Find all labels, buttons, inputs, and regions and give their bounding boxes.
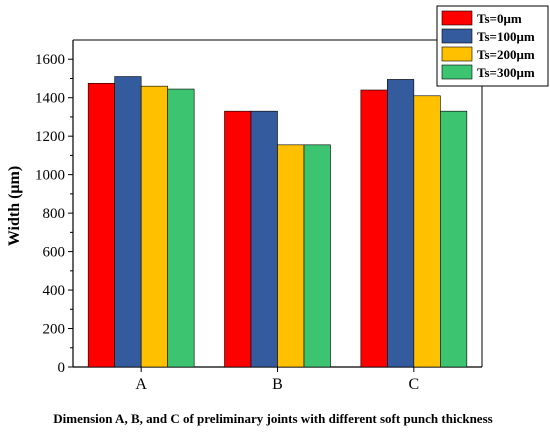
bar-A-0 xyxy=(87,82,115,368)
legend-swatch xyxy=(441,46,473,62)
y-tick-label: 400 xyxy=(43,283,66,299)
bar-A-2 xyxy=(140,85,168,368)
y-tick-label: 1400 xyxy=(35,91,65,107)
bar-C-2 xyxy=(413,95,441,368)
bar-C-0 xyxy=(360,89,388,368)
x-tick-label-C: C xyxy=(408,376,419,393)
y-axis-title: Width (μm) xyxy=(6,166,23,246)
axes: 0 200 400 600 800 1000 1200 1400 1600 A B C xyxy=(35,39,483,393)
bar-C-1 xyxy=(387,79,415,368)
x-tick-label-B: B xyxy=(272,376,283,393)
legend-swatch xyxy=(441,10,473,26)
y-tick-label: 0 xyxy=(58,360,66,376)
legend: Ts=0μm Ts=100μm Ts=200μm Ts=300μm xyxy=(436,5,549,87)
bar-B-1 xyxy=(250,110,278,368)
bar-A-1 xyxy=(114,76,142,368)
bar-B-0 xyxy=(224,110,252,368)
bar-B-3 xyxy=(303,144,331,368)
y-tick-label: 800 xyxy=(43,206,66,222)
legend-label: Ts=200μm xyxy=(477,47,535,62)
bar-B-2 xyxy=(277,144,305,368)
legend-label: Ts=300μm xyxy=(477,65,535,80)
y-tick-label: 600 xyxy=(43,245,66,261)
bars xyxy=(87,76,468,368)
y-tick-label: 1600 xyxy=(35,52,65,68)
bar-A-3 xyxy=(167,88,195,368)
y-tick-label: 1200 xyxy=(35,129,65,145)
x-axis-title: Dimension A, B, and C of preliminary joi… xyxy=(53,411,492,426)
bar-C-3 xyxy=(440,110,468,368)
y-tick-label: 1000 xyxy=(35,168,65,184)
y-tick-label: 200 xyxy=(43,322,66,338)
x-tick-label-A: A xyxy=(135,376,147,393)
legend-swatch xyxy=(441,64,473,80)
legend-label: Ts=0μm xyxy=(477,11,522,26)
legend-label: Ts=100μm xyxy=(477,29,535,44)
legend-swatch xyxy=(441,28,473,44)
